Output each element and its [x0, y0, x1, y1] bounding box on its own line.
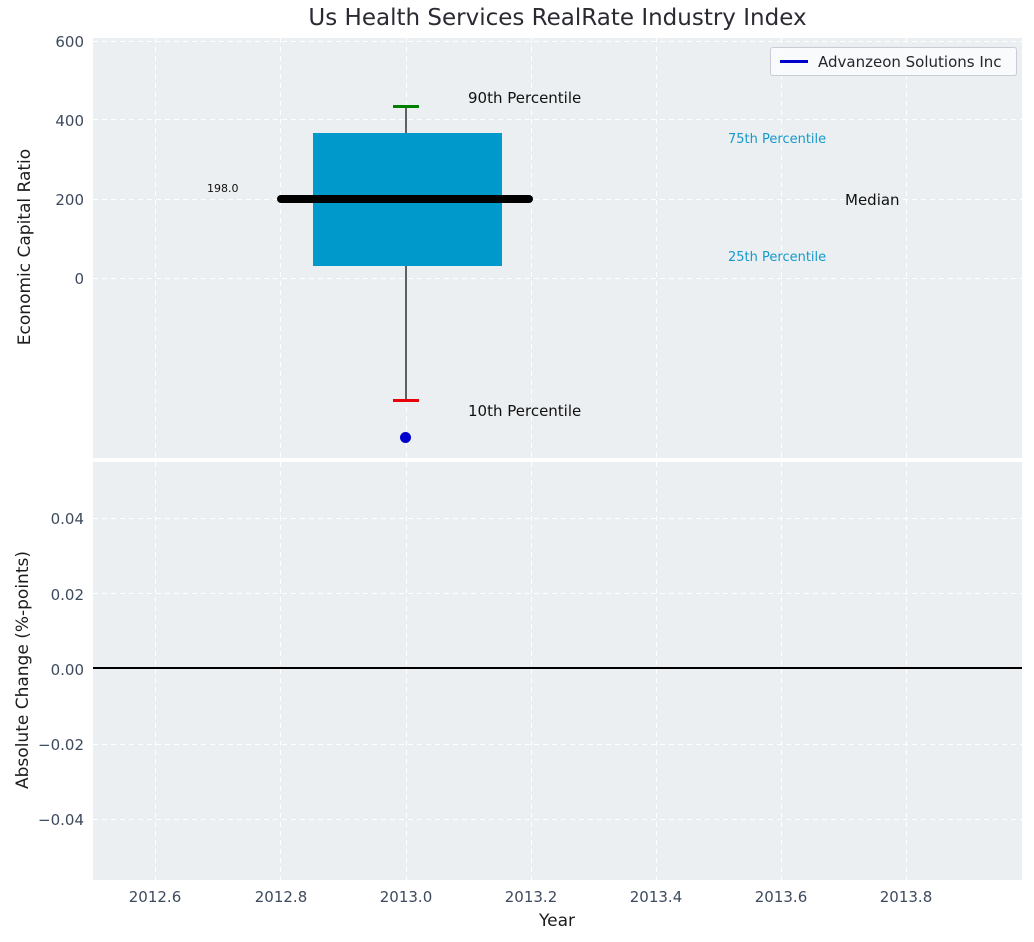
gridline-h — [93, 819, 1022, 820]
gridline-v — [656, 38, 657, 458]
gridline-h — [93, 518, 1022, 519]
bottom-y-axis-label: Absolute Change (%-points) — [13, 551, 33, 789]
chart-title: Us Health Services RealRate Industry Ind… — [308, 5, 807, 31]
annotation-10th-percentile: 10th Percentile — [468, 402, 582, 420]
company-data-point — [400, 432, 411, 443]
ytick-bottom: −0.02 — [38, 736, 84, 754]
gridline-h — [93, 278, 1022, 279]
ytick-bottom: 0.00 — [50, 661, 84, 679]
xtick: 2013.2 — [504, 888, 558, 906]
boxplot-10th-percentile-cap — [393, 399, 419, 402]
gridline-v — [280, 38, 281, 458]
ytick-bottom: −0.04 — [38, 811, 84, 829]
xtick: 2013.4 — [629, 888, 683, 906]
annotation-25th-percentile: 25th Percentile — [728, 250, 827, 265]
ytick-top: 0 — [74, 270, 84, 288]
bottom-plot-area — [93, 462, 1022, 880]
gridline-v — [531, 38, 532, 458]
gridline-h — [93, 199, 1022, 200]
gridline-v — [781, 38, 782, 458]
gridline-v — [280, 462, 281, 880]
ytick-top: 600 — [55, 33, 84, 51]
xtick: 2012.6 — [128, 888, 182, 906]
gridline-h — [93, 744, 1022, 745]
gridline-h — [93, 119, 1022, 120]
x-axis-label: Year — [539, 911, 575, 931]
legend: Advanzeon Solutions Inc — [770, 47, 1017, 76]
legend-label: Advanzeon Solutions Inc — [818, 52, 1002, 71]
ytick-bottom: 0.04 — [50, 510, 84, 528]
xtick: 2013.8 — [879, 888, 933, 906]
gridline-v — [155, 462, 156, 880]
gridline-v — [531, 462, 532, 880]
gridline-v — [406, 462, 407, 880]
annotation-median: Median — [845, 191, 900, 209]
zero-reference-line — [93, 667, 1022, 669]
boxplot-90th-percentile-cap — [393, 105, 419, 108]
gridline-v — [155, 38, 156, 458]
gridline-h — [93, 593, 1022, 594]
xtick: 2013.0 — [379, 888, 433, 906]
top-y-axis-label: Economic Capital Ratio — [15, 148, 35, 346]
top-plot-area: 90th Percentile 75th Percentile Median 2… — [93, 38, 1022, 458]
boxplot-median-line — [277, 195, 533, 203]
gridline-v — [906, 462, 907, 880]
ytick-top: 200 — [55, 191, 84, 209]
ytick-bottom: 0.02 — [50, 586, 84, 604]
ytick-top: 400 — [55, 112, 84, 130]
annotation-90th-percentile: 90th Percentile — [468, 89, 582, 107]
annotation-median-value: 198.0 — [207, 182, 239, 195]
xtick: 2012.8 — [254, 888, 308, 906]
gridline-h — [93, 41, 1022, 42]
annotation-75th-percentile: 75th Percentile — [728, 132, 827, 147]
gridline-v — [781, 462, 782, 880]
gridline-v — [906, 38, 907, 458]
legend-line-icon — [780, 60, 808, 63]
xtick: 2013.6 — [754, 888, 808, 906]
gridline-v — [656, 462, 657, 880]
